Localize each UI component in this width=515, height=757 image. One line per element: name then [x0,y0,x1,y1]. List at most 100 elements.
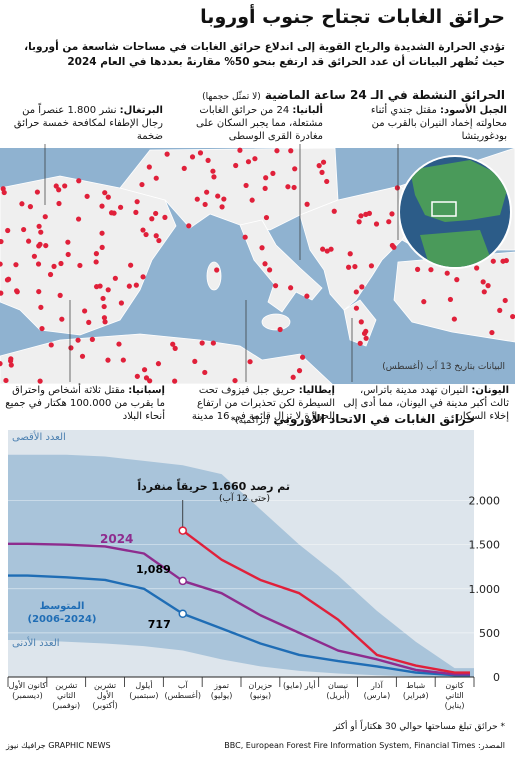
credit: GRAPHIC NEWS جرافيك نيوز [6,741,111,750]
fire-dot [139,181,145,188]
fire-dot [21,226,27,233]
fire-dot [172,378,178,384]
fire-dot [353,289,359,295]
fire-dot [5,227,11,234]
map-title: الحرائق النشطة في الـ 24 ساعة الماضية (ل… [10,88,505,102]
fire-dot [368,263,375,269]
x-tick-label: كانون الأول (ديسمبر) [8,681,47,700]
fire-dot [288,148,294,154]
fire-dot [36,288,42,295]
fire-dot [35,261,42,267]
x-tick-label: حزيران (يونيو) [248,681,273,700]
fire-dot [192,358,198,365]
series-line [182,529,470,674]
fire-dot [65,251,71,258]
fire-dot [214,267,220,273]
fire-dot [285,184,291,190]
fire-dot [34,189,40,195]
fire-dot [101,315,108,321]
source: المصدر: BBC, European Forest Fire Inform… [224,741,505,750]
land [261,313,291,331]
annotation-label: البرتغال: [119,105,163,116]
fire-dot [353,305,360,311]
y-tick-label: 500 [479,627,500,640]
fire-dot [118,300,124,306]
fire-dot [13,262,19,268]
fire-dot [363,328,369,335]
globe-focus [431,201,457,217]
chart-annotation: تم رصد 1.660 حريقاً منفرداً [137,480,290,493]
fire-dot [510,313,515,320]
fire-dot [47,271,54,278]
fire-dot [290,374,296,380]
fire-dot [267,267,273,273]
x-tick-label: كانون الثاني (يناير) [444,681,465,710]
fire-dot [134,199,140,205]
fire-dot [221,196,227,202]
fire-dot [65,239,71,245]
fire-dot [56,200,62,207]
fire-dot [19,201,25,207]
fire-dot [421,299,427,305]
fire-dot [39,325,45,332]
fire-dot [219,204,225,210]
fire-dot [57,292,63,298]
fire-dot [497,307,503,313]
fire-dot [100,295,106,302]
fire-dot [68,345,74,351]
fire-dot [252,156,258,162]
range-area [8,639,474,677]
point-marker [178,526,187,535]
annotation-text: حريق جبل فيزوف تحت السيطرة لكن تحذيرات م… [191,385,335,422]
fire-dot [262,261,268,267]
globe-land [410,160,510,222]
y-tick-label: 2.000 [469,495,501,508]
fire-dot [292,166,298,172]
fire-dot [451,316,457,322]
fire-dot [389,211,395,217]
fire-dot [186,223,192,229]
fire-dot [0,238,4,245]
annotation-label: إسبانيا: [128,385,165,396]
y-tick-label: 0 [493,671,500,684]
fire-dot [143,375,150,381]
value-label: 1,089 [135,562,171,576]
fire-dot [249,197,255,203]
fire-dot [48,342,54,348]
fire-dot [428,267,434,273]
land [0,333,334,385]
fire-dot [51,263,57,269]
fire-dot [86,319,92,325]
fire-dot [172,345,178,351]
fire-dot [481,289,487,295]
fire-dot [84,193,90,199]
legend-label: العدد الأقصى [12,432,66,443]
fire-dot [352,263,358,270]
fire-dot [82,308,88,314]
fire-dot [102,190,108,196]
fire-dot [259,245,265,251]
fire-dot [263,175,269,181]
fire-dot [202,369,208,376]
x-tick-label: آب (أغسطس) [164,681,202,700]
fire-dot [291,184,297,191]
fire-dot [0,261,3,267]
fire-dot [99,203,105,209]
chart-title-text: حرائق الغابات في الاتحاد الأوروبي [273,412,475,426]
fire-dot [288,285,294,291]
fire-dot [120,357,126,363]
fire-dot [373,221,380,227]
fire-dot [75,216,82,222]
chart-subtitle: (تراكمية)* [230,416,270,426]
annotation-text: النيران تهدد مدينة باتراس، ثالث أكبر مدي… [343,385,509,422]
fire-dot [331,208,337,214]
fire-dot [296,368,303,374]
land [206,261,222,291]
fire-dot [304,201,310,207]
fire-dot [140,274,146,280]
chart-title: حرائق الغابات في الاتحاد الأوروبي (تراكم… [15,412,475,426]
fire-dot [345,264,352,270]
fire-dot [128,262,134,268]
fire-dot [277,326,283,333]
fire-dot [105,287,111,293]
